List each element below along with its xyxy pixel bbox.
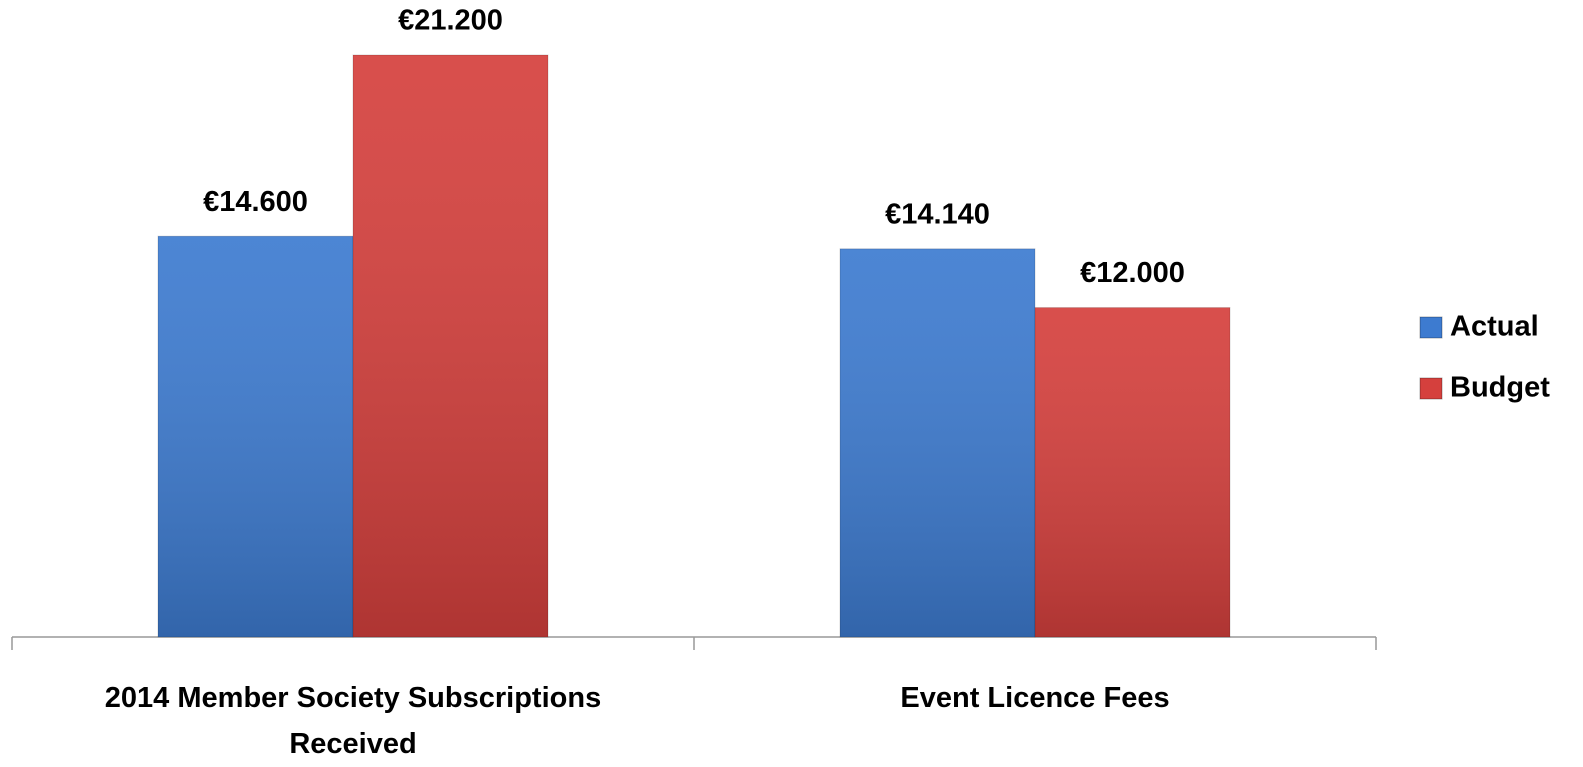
legend-label: Actual: [1450, 311, 1539, 343]
legend-label: Budget: [1450, 372, 1550, 404]
bar-shade: [1034, 307, 1231, 638]
value-label: €14.140: [885, 198, 990, 230]
legend-swatch: [1419, 377, 1443, 400]
legend-swatch: [1419, 316, 1443, 339]
x-tick-label: 2014 Member Society Subscriptions Receiv…: [104, 682, 602, 760]
bar-shade: [352, 54, 549, 638]
x-tick-label: Event Licence Fees: [900, 682, 1170, 714]
value-label: €12.000: [1080, 257, 1185, 289]
value-label: €14.600: [203, 186, 308, 218]
bar-shade: [157, 235, 354, 638]
value-label: €21.200: [398, 5, 503, 37]
bar-shade: [839, 248, 1036, 638]
